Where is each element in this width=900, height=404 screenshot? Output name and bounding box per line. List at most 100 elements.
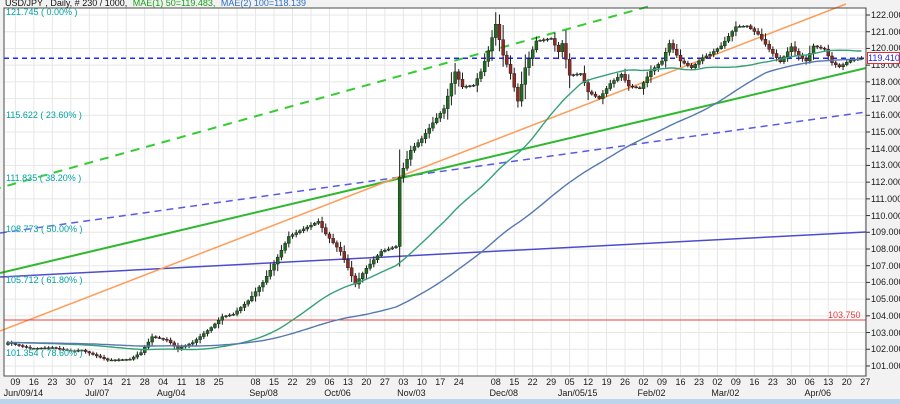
- candle-down: [590, 91, 594, 95]
- ma100-value-label: MAE(2) 100=118.139: [220, 0, 307, 8]
- candle-down: [686, 63, 690, 66]
- candle-down: [508, 64, 513, 74]
- candle-up: [431, 122, 435, 129]
- candle-up: [845, 62, 849, 65]
- candle-up: [490, 37, 494, 52]
- plot-frame: [3, 7, 867, 377]
- candle-up: [209, 327, 213, 331]
- candle-up: [664, 52, 668, 62]
- date-week-label: 16: [675, 377, 686, 387]
- candle-down: [586, 82, 590, 93]
- candle-up: [560, 43, 564, 52]
- candle-up: [372, 259, 376, 265]
- resistance-dashed-green-line[interactable]: [0, 5, 651, 190]
- candle-down: [793, 46, 797, 52]
- candle-up: [72, 350, 77, 352]
- candle-up: [150, 336, 154, 343]
- candle-up: [700, 57, 705, 62]
- candle-down: [106, 358, 110, 361]
- price-tick-label: 108.000: [871, 243, 900, 254]
- candle-up: [449, 83, 454, 97]
- price-tick-label: 119.000: [871, 60, 900, 71]
- date-week-label: 14: [102, 377, 113, 387]
- candle-up: [397, 176, 402, 247]
- candle-down: [161, 338, 165, 340]
- candle-up: [453, 71, 457, 84]
- candle-down: [752, 28, 757, 32]
- candle-down: [630, 85, 635, 88]
- date-week-label: 29: [305, 377, 316, 387]
- candle-up: [693, 64, 697, 68]
- candle-down: [678, 54, 683, 62]
- candle-down: [682, 60, 686, 64]
- candle-up: [194, 339, 199, 343]
- candle-up: [287, 236, 291, 244]
- fib-level-label: 111.835 ( 38.20% ): [6, 172, 82, 183]
- price-tick-label: 105.000: [871, 294, 900, 305]
- candle-up: [475, 78, 479, 86]
- date-week-label: 08: [490, 377, 501, 387]
- date-week-label: 02: [638, 377, 649, 387]
- candle-up: [848, 59, 853, 63]
- candle-down: [87, 351, 91, 354]
- date-week-label: 05: [564, 377, 575, 387]
- candle-up: [542, 39, 546, 41]
- candle-up: [35, 347, 40, 350]
- candle-up: [615, 77, 620, 81]
- candle-down: [760, 34, 764, 40]
- candle-up: [719, 45, 723, 49]
- candle-down: [65, 349, 69, 351]
- support-solid-green-line[interactable]: [0, 67, 867, 274]
- candle-up: [120, 359, 125, 361]
- date-week-label: 23: [693, 377, 704, 387]
- candle-up: [80, 349, 84, 352]
- candle-up: [619, 74, 624, 78]
- date-week-label: 24: [453, 377, 464, 387]
- candle-down: [837, 64, 842, 68]
- candle-up: [290, 234, 295, 237]
- candle-up: [545, 38, 550, 41]
- candle-up: [276, 256, 280, 265]
- candle-down: [497, 24, 502, 40]
- support-solid-blue-line[interactable]: [0, 231, 867, 278]
- candle-up: [534, 40, 539, 51]
- candle-up: [745, 25, 749, 28]
- trend-orange-line[interactable]: [0, 3, 847, 332]
- candle-up: [386, 248, 391, 251]
- candle-up: [257, 286, 261, 292]
- price-tick-label: 120.000: [871, 43, 900, 54]
- candle-up: [438, 113, 443, 119]
- date-week-label: 08: [250, 377, 261, 387]
- candle-up: [394, 246, 398, 248]
- candle-down: [516, 87, 520, 102]
- candle-up: [231, 313, 236, 316]
- price-tick-label: 115.000: [871, 127, 900, 137]
- current-price-badge: 119.410: [867, 52, 900, 65]
- candle-down: [553, 38, 557, 46]
- candle-down: [338, 246, 343, 252]
- candle-down: [822, 47, 827, 50]
- ma100-line[interactable]: [8, 58, 862, 347]
- candle-down: [349, 267, 354, 277]
- fib-level-label: 101.354 ( 78.60% ): [6, 348, 83, 359]
- date-week-label: 19: [601, 377, 612, 387]
- candle-up: [519, 84, 524, 102]
- candle-up: [409, 150, 413, 160]
- channel-dashed-blue-line[interactable]: [0, 111, 867, 234]
- plot-background: [4, 8, 866, 376]
- candle-up: [608, 83, 612, 89]
- date-month-label: Sep/08: [249, 388, 278, 398]
- candle-up: [205, 330, 210, 334]
- candle-up: [601, 93, 605, 99]
- candle-up: [549, 38, 553, 40]
- candle-up: [109, 359, 114, 362]
- candle-up: [113, 359, 117, 362]
- candle-up: [434, 117, 439, 124]
- candle-down: [756, 31, 760, 35]
- date-month-label: Feb/02: [637, 388, 666, 398]
- date-week-label: 23: [767, 377, 778, 387]
- ma50-line[interactable]: [8, 49, 862, 351]
- price-tick-label: 112.000: [871, 177, 900, 188]
- candle-down: [13, 343, 18, 345]
